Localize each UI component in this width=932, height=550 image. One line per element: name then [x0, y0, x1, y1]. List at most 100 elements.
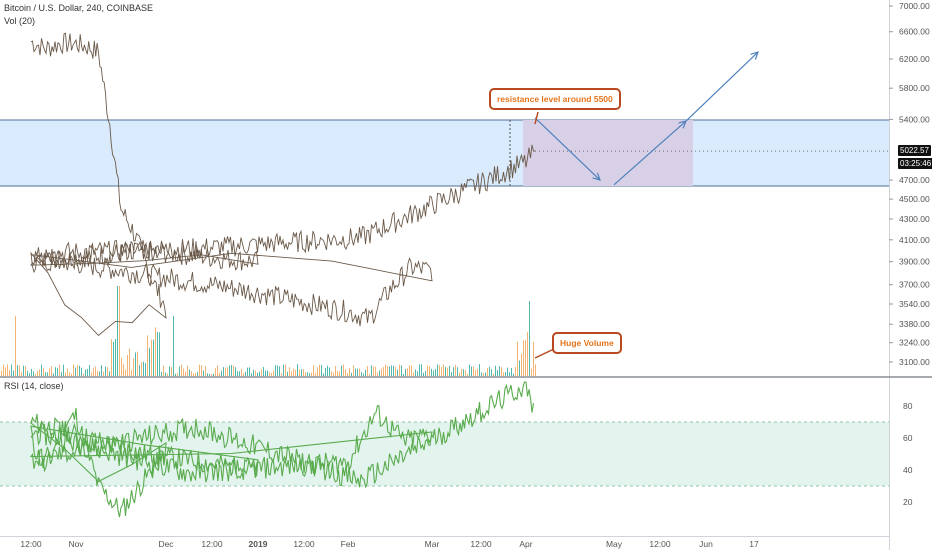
volume-bar [429, 366, 430, 376]
volume-bar [231, 364, 232, 376]
volume-bar [527, 332, 528, 376]
volume-bar [501, 367, 502, 376]
volume-bar [525, 340, 526, 376]
volume-annotation[interactable]: Huge Volume [552, 332, 622, 354]
price-axis: 7000.00 6600.00 6200.00 5800.00 5400.00 4700.… [889, 1, 930, 367]
volume-bar [349, 368, 350, 376]
volume-bar [389, 366, 390, 376]
volume-bar [27, 370, 28, 376]
volume-bar [219, 372, 220, 376]
volume-bar [159, 332, 160, 376]
volume-bar [215, 368, 216, 376]
volume-bar [235, 367, 236, 376]
volume-bar [43, 368, 44, 376]
price-tick-label: 7000.00 [899, 1, 930, 11]
volume-bar [521, 353, 522, 376]
volume-bar [329, 367, 330, 376]
volume-bar [7, 364, 8, 376]
volume-bar [377, 372, 378, 376]
volume-bar [323, 373, 324, 376]
volume-bar [253, 369, 254, 376]
volume-bar [271, 372, 272, 376]
volume-bar [143, 361, 144, 376]
volume-bar [163, 365, 164, 376]
volume-bar [63, 364, 64, 376]
volume-bar [287, 371, 288, 376]
time-tick-label: Nov [68, 539, 84, 549]
volume-bar [375, 366, 376, 376]
volume-bar [413, 372, 414, 376]
volume-bar [417, 371, 418, 376]
volume-bar [473, 366, 474, 376]
volume-bar [111, 339, 112, 376]
volume-bar [319, 364, 320, 376]
volume-bar [125, 369, 126, 376]
volume-bar [249, 367, 250, 376]
volume-bar [119, 286, 120, 376]
last-price-badge: 5022.57 [898, 145, 931, 156]
projection-arrow [685, 52, 758, 122]
volume-bar [341, 365, 342, 376]
price-tick-label: 3100.00 [899, 357, 930, 367]
volume-bar [145, 363, 146, 376]
volume-bar [169, 366, 170, 376]
price-tick-label: 3900.00 [899, 257, 930, 267]
volume-bar [211, 373, 212, 376]
resistance-zone[interactable] [0, 120, 889, 186]
volume-bar [59, 364, 60, 376]
rsi-tick-label: 80 [903, 401, 913, 411]
volume-bar [363, 373, 364, 376]
volume-bar [121, 357, 122, 376]
price-tick-label: 4700.00 [899, 175, 930, 185]
volume-bar [459, 372, 460, 376]
time-tick-label: 12:00 [649, 539, 671, 549]
resistance-annotation[interactable]: resistance level around 5500 [489, 88, 621, 110]
projection-arrows[interactable] [534, 52, 758, 359]
volume-bar [15, 316, 16, 376]
volume-bar [171, 366, 172, 376]
volume-bar [213, 373, 214, 376]
price-tick-label: 4500.00 [899, 194, 930, 204]
volume-bar [421, 364, 422, 376]
volume-bar [177, 373, 178, 376]
volume-bar [51, 366, 52, 376]
volume-bar [511, 368, 512, 376]
volume-bar [311, 372, 312, 376]
volume-bar [185, 371, 186, 376]
volume-bar [481, 372, 482, 376]
time-axis: 12:00 Nov Dec 12:00 2019 12:00 Feb Mar 12:00 Apr M… [20, 539, 759, 549]
volume-bar [273, 370, 274, 376]
volume-bar [67, 368, 68, 376]
volume-bar [381, 368, 382, 376]
volume-bar [513, 373, 514, 376]
volume-bar [265, 370, 266, 376]
volume-bar [517, 341, 518, 376]
volume-label: Vol (20) [4, 16, 36, 26]
volume-bar [409, 365, 410, 376]
volume-bar [203, 370, 204, 376]
volume-bar [467, 373, 468, 376]
volume-bar [139, 365, 140, 376]
volume-bar [29, 372, 30, 376]
volume-bar [317, 367, 318, 376]
volume-bar [423, 372, 424, 376]
volume-bar [393, 365, 394, 376]
volume-bar [89, 364, 90, 376]
volume-bar [35, 373, 36, 376]
rsi-label: RSI (14, close) [4, 381, 64, 391]
volume-bar [361, 372, 362, 376]
volume-bar [191, 371, 192, 376]
volume-bar [493, 373, 494, 376]
volume-bar [13, 370, 14, 376]
time-tick-label: Feb [341, 539, 356, 549]
volume-bar [21, 371, 22, 376]
volume-bar [469, 364, 470, 376]
volume-bar [321, 364, 322, 376]
volume-bar [71, 373, 72, 376]
time-tick-label: Apr [519, 539, 532, 549]
volume-bar [201, 365, 202, 376]
time-tick-label: 2019 [249, 539, 268, 549]
volume-bar [491, 369, 492, 376]
volume-bar [263, 366, 264, 376]
volume-bar [197, 371, 198, 376]
